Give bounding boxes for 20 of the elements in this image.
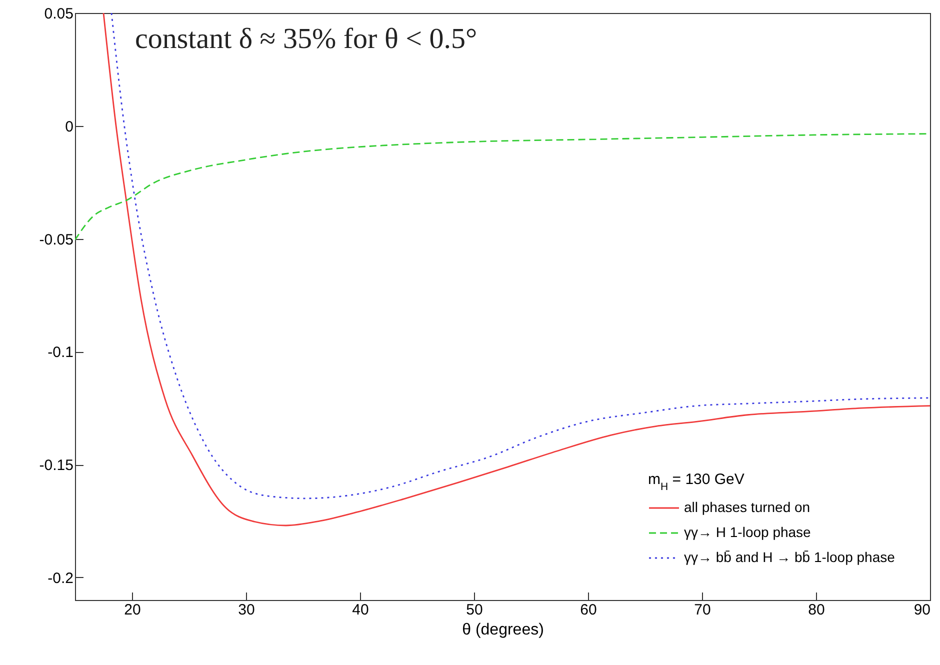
x-tick-label: 50 bbox=[466, 602, 483, 618]
x-tick-label: 90 bbox=[914, 602, 930, 618]
x-axis-title: θ (degrees) bbox=[462, 622, 544, 638]
y-tick-label: 0 bbox=[65, 118, 74, 136]
x-tick-label: 40 bbox=[352, 602, 369, 618]
y-tick-label: -0.15 bbox=[39, 457, 74, 474]
legend-label: all phases turned on bbox=[684, 499, 810, 515]
legend-label: γγ→ H 1-loop phase bbox=[684, 524, 812, 540]
legend-label: γγ→ bb̄ and H → bb̄ 1-loop phase bbox=[684, 549, 896, 565]
x-tick-label: 30 bbox=[238, 602, 255, 618]
x-tick-label: 60 bbox=[580, 602, 597, 618]
legend-title: m$_{H}$ = 130 GeV bbox=[648, 471, 744, 493]
x-tick-label: 70 bbox=[694, 602, 711, 618]
y-tick-label: -0.2 bbox=[48, 570, 74, 587]
y-tick-label: -0.1 bbox=[48, 344, 74, 362]
x-tick-label: 20 bbox=[124, 602, 141, 618]
annotation: constant δ ≈ 35% for θ < 0.5° bbox=[135, 23, 478, 55]
y-tick-label: 0.05 bbox=[44, 6, 74, 22]
x-tick-label: 80 bbox=[808, 602, 825, 618]
y-tick-label: -0.05 bbox=[39, 231, 74, 248]
